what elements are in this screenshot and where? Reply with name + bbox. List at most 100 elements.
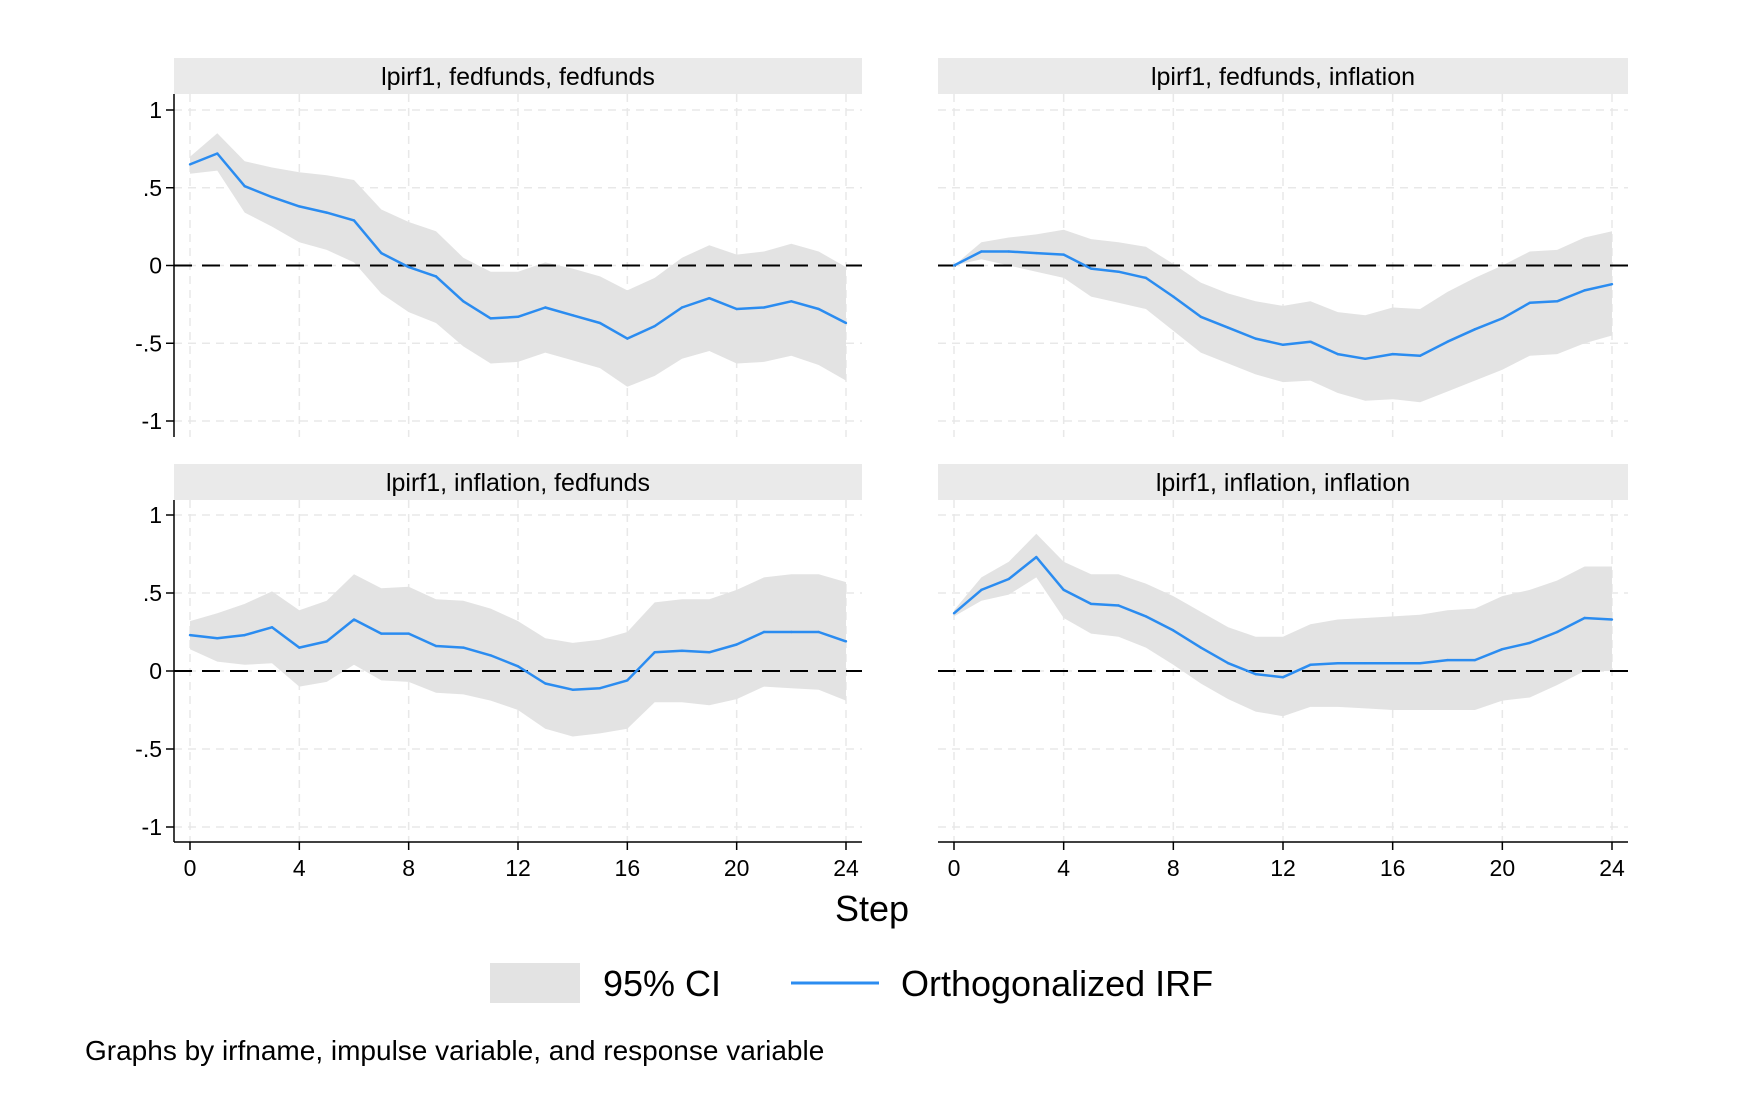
irf-point — [1528, 301, 1531, 305]
y-tick-label: 0 — [149, 658, 162, 684]
irf-point — [1144, 615, 1148, 618]
x-tick-label: 12 — [505, 855, 531, 881]
y-tick-label: -.5 — [135, 330, 162, 356]
irf-point — [1172, 629, 1175, 632]
irf-point — [653, 324, 656, 328]
irf-point — [462, 646, 465, 649]
irf-point — [1391, 352, 1394, 356]
ci-band — [190, 133, 846, 387]
irf-point — [1144, 276, 1148, 280]
irf-point — [626, 679, 629, 682]
irf-point — [544, 682, 547, 685]
x-tick-label: 16 — [1380, 855, 1406, 881]
irf-point — [1446, 340, 1449, 343]
irf-point — [1555, 630, 1559, 634]
graph-note: Graphs by irfname, impulse variable, and… — [85, 1035, 824, 1066]
x-tick-label: 20 — [1490, 855, 1516, 881]
panel-title: lpirf1, fedfunds, inflation — [1151, 63, 1415, 91]
x-tick-label: 0 — [184, 855, 197, 881]
irf-point — [653, 651, 656, 654]
irf-point — [1473, 328, 1477, 331]
irf-point — [325, 640, 328, 643]
y-tick-label: -.5 — [135, 736, 162, 762]
irf-point — [1226, 662, 1230, 665]
irf-point — [434, 275, 438, 278]
irf-point — [1035, 555, 1038, 559]
legend-irf-label: Orthogonalized IRF — [901, 963, 1213, 1004]
irf-point — [844, 640, 848, 643]
irf-point — [270, 626, 274, 629]
irf-point — [708, 651, 711, 654]
x-tick-label: 4 — [1057, 855, 1070, 881]
panel-title-bar — [174, 58, 862, 94]
panel-title-bar — [938, 58, 1628, 94]
irf-point — [516, 665, 520, 668]
irf-point — [1391, 662, 1394, 665]
irf-point — [1583, 289, 1586, 292]
x-tick-label: 4 — [293, 855, 306, 881]
x-tick-label: 0 — [948, 855, 961, 881]
irf-point — [516, 315, 520, 319]
irf-point — [1007, 577, 1011, 581]
irf-point — [216, 152, 219, 155]
irf-point — [325, 211, 328, 214]
irf-point — [680, 306, 684, 309]
irf-point — [1117, 604, 1120, 607]
irf-point — [735, 307, 738, 311]
x-tick-label: 12 — [1270, 855, 1296, 881]
irf-point — [1501, 317, 1504, 320]
irf-point — [1281, 343, 1285, 347]
irf-point — [598, 321, 602, 325]
irf-point — [1089, 602, 1093, 606]
irf-point — [980, 250, 983, 253]
irf-point — [270, 195, 274, 199]
irf-point — [434, 644, 438, 648]
irf-point — [1199, 646, 1202, 649]
irf-point — [1226, 326, 1230, 329]
irf-point — [1473, 658, 1477, 662]
x-tick-label: 24 — [1599, 855, 1625, 881]
irf-point — [352, 618, 356, 621]
irf-point — [844, 321, 848, 325]
panel-title: lpirf1, inflation, fedfunds — [386, 469, 650, 497]
irf-point — [1199, 315, 1202, 319]
x-tick-label: 20 — [724, 855, 750, 881]
irf-point — [1254, 672, 1257, 676]
panels-layer: lpirf1, fedfunds, fedfunds 1 .5 0 -.5 -1 lpirf… — [135, 58, 1628, 881]
irf-point — [544, 306, 547, 309]
irf-point — [1555, 300, 1559, 303]
y-tick-label: -1 — [142, 814, 162, 840]
irf-point — [188, 633, 192, 637]
panel-2: lpirf1, fedfunds, inflation — [938, 58, 1628, 437]
y-tick-label: 1 — [149, 97, 162, 123]
irf-point — [1062, 253, 1065, 256]
irf-point — [735, 643, 738, 646]
panel-title: lpirf1, fedfunds, fedfunds — [381, 63, 655, 91]
irf-point — [298, 646, 301, 649]
irf-point — [1035, 251, 1038, 255]
y-tick-label: -1 — [142, 408, 162, 434]
y-tick-label: .5 — [143, 580, 162, 606]
irf-point — [216, 637, 219, 640]
irf-point — [1089, 267, 1093, 270]
irf-point — [708, 296, 711, 300]
irf-point — [1610, 282, 1614, 286]
irf-point — [762, 306, 766, 309]
irf-point — [1446, 658, 1449, 662]
irf-point — [817, 630, 820, 634]
irf-point — [1062, 588, 1065, 592]
irf-point — [489, 317, 492, 320]
irf-point — [1309, 663, 1312, 666]
irf-point — [352, 219, 356, 222]
irf-point — [188, 163, 192, 166]
legend: 95% CI Orthogonalized IRF — [490, 963, 1213, 1004]
panel-title: lpirf1, inflation, inflation — [1156, 469, 1410, 497]
legend-ci-label: 95% CI — [603, 963, 721, 1004]
irf-point — [952, 612, 956, 615]
irf-point — [243, 633, 246, 637]
x-tick-label: 16 — [615, 855, 641, 881]
x-tick-label: 8 — [1167, 855, 1180, 881]
panel-title-bar — [174, 464, 862, 500]
